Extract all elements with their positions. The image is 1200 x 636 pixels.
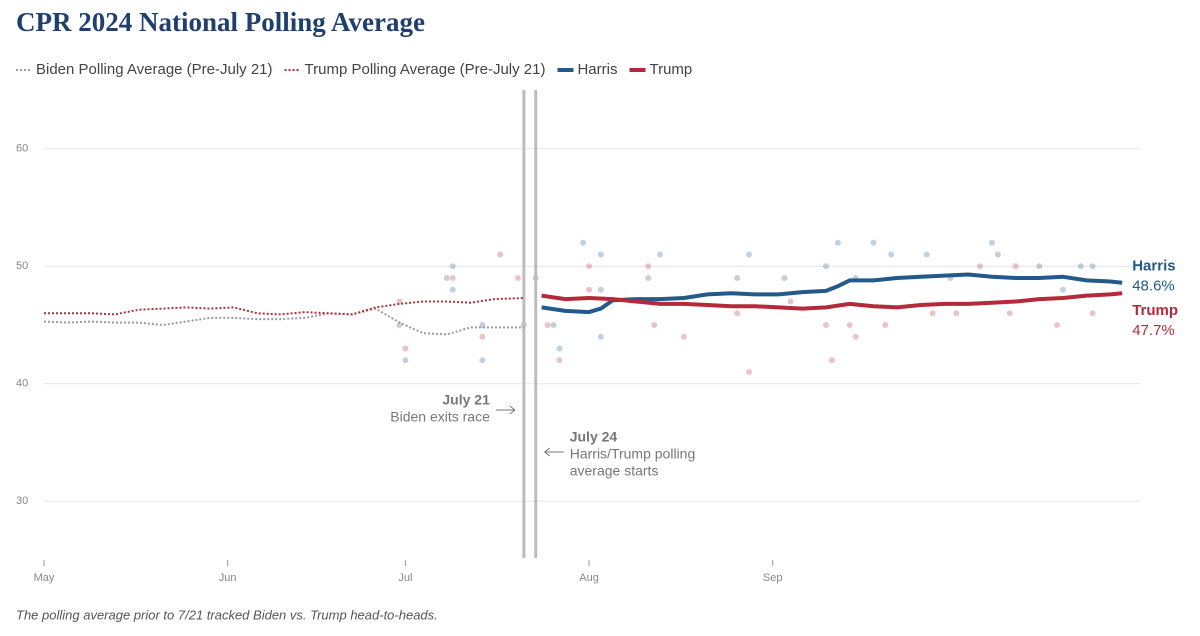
x-tick-label: Sep bbox=[763, 572, 783, 584]
poll-dot bbox=[1006, 310, 1013, 317]
poll-dot bbox=[479, 357, 486, 364]
poll-dot bbox=[929, 310, 936, 317]
poll-dot bbox=[550, 322, 557, 328]
poll-dot bbox=[1036, 263, 1043, 270]
poll-dot bbox=[449, 275, 456, 281]
y-tick-label: 60 bbox=[16, 143, 28, 155]
end-label-value: 48.6% bbox=[1132, 278, 1175, 295]
poll-dot bbox=[586, 286, 593, 293]
poll-dot bbox=[597, 251, 604, 258]
poll-dot bbox=[1089, 310, 1096, 317]
poll-dot bbox=[597, 333, 604, 340]
poll-dot bbox=[953, 310, 960, 317]
poll-dot bbox=[787, 298, 794, 305]
legend-label: Trump bbox=[649, 61, 692, 78]
series-line bbox=[541, 291, 1123, 311]
poll-dot bbox=[1077, 263, 1084, 270]
chart-title: CPR 2024 National Polling Average bbox=[16, 7, 425, 37]
poll-dot bbox=[443, 275, 450, 281]
annotation-text: Biden exits race bbox=[390, 409, 490, 425]
poll-dot bbox=[745, 369, 752, 375]
poll-dot bbox=[994, 251, 1001, 258]
poll-dot bbox=[888, 251, 895, 258]
poll-dot bbox=[402, 357, 409, 364]
poll-dot bbox=[1089, 263, 1096, 270]
legend-label: Biden Polling Average (Pre-July 21) bbox=[36, 61, 273, 78]
poll-dot bbox=[449, 263, 456, 270]
annotation-arrow bbox=[495, 405, 516, 415]
poll-dot bbox=[1012, 263, 1019, 270]
annotation-arrow bbox=[543, 447, 564, 457]
poll-dot bbox=[988, 239, 995, 246]
poll-dot bbox=[734, 275, 741, 281]
x-tick-label: Jun bbox=[219, 572, 237, 584]
poll-dot bbox=[556, 345, 563, 352]
x-tick-label: Aug bbox=[579, 572, 599, 584]
y-tick-label: 50 bbox=[16, 260, 28, 272]
end-label-name: Harris bbox=[1132, 258, 1175, 275]
poll-dot bbox=[734, 310, 741, 317]
poll-dot bbox=[645, 263, 652, 270]
poll-dot bbox=[870, 239, 877, 246]
poll-dot bbox=[745, 251, 752, 258]
y-tick-label: 40 bbox=[16, 378, 28, 390]
poll-dot bbox=[514, 275, 521, 281]
poll-dot bbox=[586, 263, 593, 270]
poll-dot bbox=[852, 333, 859, 340]
poll-dot bbox=[396, 298, 403, 305]
poll-dot bbox=[828, 357, 835, 364]
legend-label: Harris bbox=[577, 61, 617, 78]
series-line bbox=[43, 307, 524, 336]
annotation-label: July 24 bbox=[570, 429, 618, 445]
poll-dot bbox=[781, 275, 788, 281]
poll-dot bbox=[882, 322, 889, 328]
poll-dot bbox=[823, 263, 830, 270]
poll-dot bbox=[977, 263, 984, 270]
poll-dot bbox=[823, 322, 830, 328]
poll-dot bbox=[396, 322, 403, 328]
y-tick-label: 30 bbox=[16, 495, 28, 507]
annotation-text: average starts bbox=[570, 463, 659, 479]
poll-dot bbox=[497, 251, 504, 258]
poll-dot bbox=[834, 239, 841, 246]
poll-dot bbox=[1059, 286, 1066, 293]
poll-dot bbox=[1054, 322, 1061, 328]
x-tick-label: May bbox=[34, 572, 55, 584]
poll-dot bbox=[449, 286, 456, 293]
end-label-value: 47.7% bbox=[1132, 322, 1175, 339]
poll-dot bbox=[580, 239, 587, 246]
poll-dot bbox=[556, 357, 563, 364]
poll-dot bbox=[597, 286, 604, 293]
end-label-name: Trump bbox=[1132, 302, 1178, 319]
poll-dot bbox=[657, 251, 664, 258]
poll-dot bbox=[645, 275, 652, 281]
poll-dot bbox=[479, 333, 486, 340]
poll-dot bbox=[680, 333, 687, 340]
footnote: The polling average prior to 7/21 tracke… bbox=[16, 607, 438, 622]
poll-dot bbox=[923, 251, 930, 258]
legend-label: Trump Polling Average (Pre-July 21) bbox=[305, 61, 546, 78]
poll-dot bbox=[846, 322, 853, 328]
poll-dot bbox=[651, 322, 658, 328]
x-tick-label: Jul bbox=[398, 572, 412, 584]
series-line bbox=[44, 297, 524, 316]
poll-dot bbox=[402, 345, 409, 352]
annotation-label: July 21 bbox=[442, 392, 490, 408]
poll-dot bbox=[544, 322, 551, 328]
annotation-text: Harris/Trump polling bbox=[570, 446, 696, 462]
